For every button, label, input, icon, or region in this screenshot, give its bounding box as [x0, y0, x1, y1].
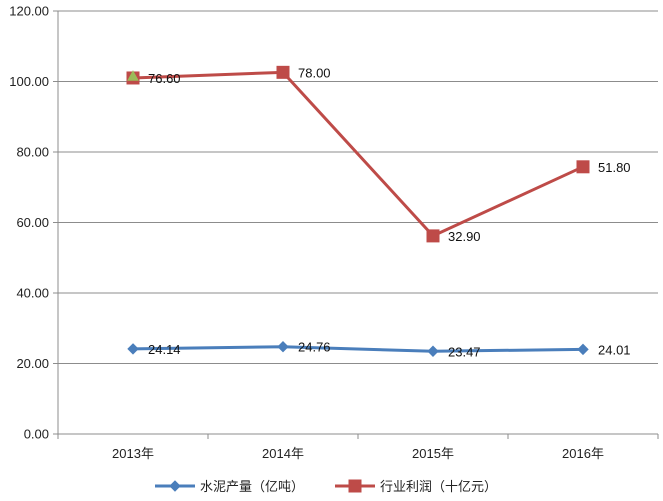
data-point: [576, 160, 590, 174]
legend-label: 行业利润（十亿元）: [380, 480, 497, 495]
x-tick-label: 2013年: [112, 446, 154, 461]
data-point: [277, 341, 289, 353]
data-point: [276, 65, 290, 79]
gridlines: [58, 10, 658, 364]
y-tick-label: 0.00: [24, 427, 49, 442]
y-axis-ticks: 0.00 20.00 40.00 60.00 80.00 100.00 120.00: [9, 4, 58, 442]
data-point: [127, 343, 139, 355]
data-label: 51.80: [598, 160, 631, 175]
data-label: 78.00: [298, 65, 331, 80]
data-label: 24.76: [298, 340, 331, 355]
series-line: [132, 345, 584, 353]
y-tick-label: 40.00: [16, 286, 49, 301]
data-point: [426, 229, 440, 243]
legend-swatch-marker: [348, 479, 362, 493]
annotation-marker: [127, 70, 139, 81]
y-tick-label: 120.00: [9, 4, 49, 19]
data-label: 24.01: [598, 342, 631, 357]
series-line: [132, 70, 584, 238]
legend-label: 水泥产量（亿吨）: [200, 480, 304, 495]
legend-swatch-marker: [169, 480, 181, 492]
y-tick-label: 80.00: [16, 145, 49, 160]
data-label: 32.90: [448, 229, 481, 244]
legend: 水泥产量（亿吨） 行业利润（十亿元）: [155, 479, 497, 495]
data-labels: 24.14 24.76 23.47 24.01 76.60 78.00 32.90 51.80: [148, 65, 631, 359]
y-tick-label: 20.00: [16, 356, 49, 371]
series-layer: [126, 65, 590, 357]
x-axis-ticks: 2013年 2014年 2015年 2016年: [57, 434, 659, 461]
y-tick-label: 100.00: [9, 74, 49, 89]
data-label: 76.60: [148, 71, 181, 86]
data-point: [577, 343, 589, 356]
y-tick-label: 60.00: [16, 215, 49, 230]
x-tick-label: 2014年: [262, 446, 304, 461]
data-point: [427, 345, 439, 357]
x-tick-label: 2015年: [412, 446, 454, 461]
x-tick-label: 2016年: [562, 446, 604, 461]
data-label: 23.47: [448, 344, 481, 359]
data-label: 24.14: [148, 342, 181, 357]
